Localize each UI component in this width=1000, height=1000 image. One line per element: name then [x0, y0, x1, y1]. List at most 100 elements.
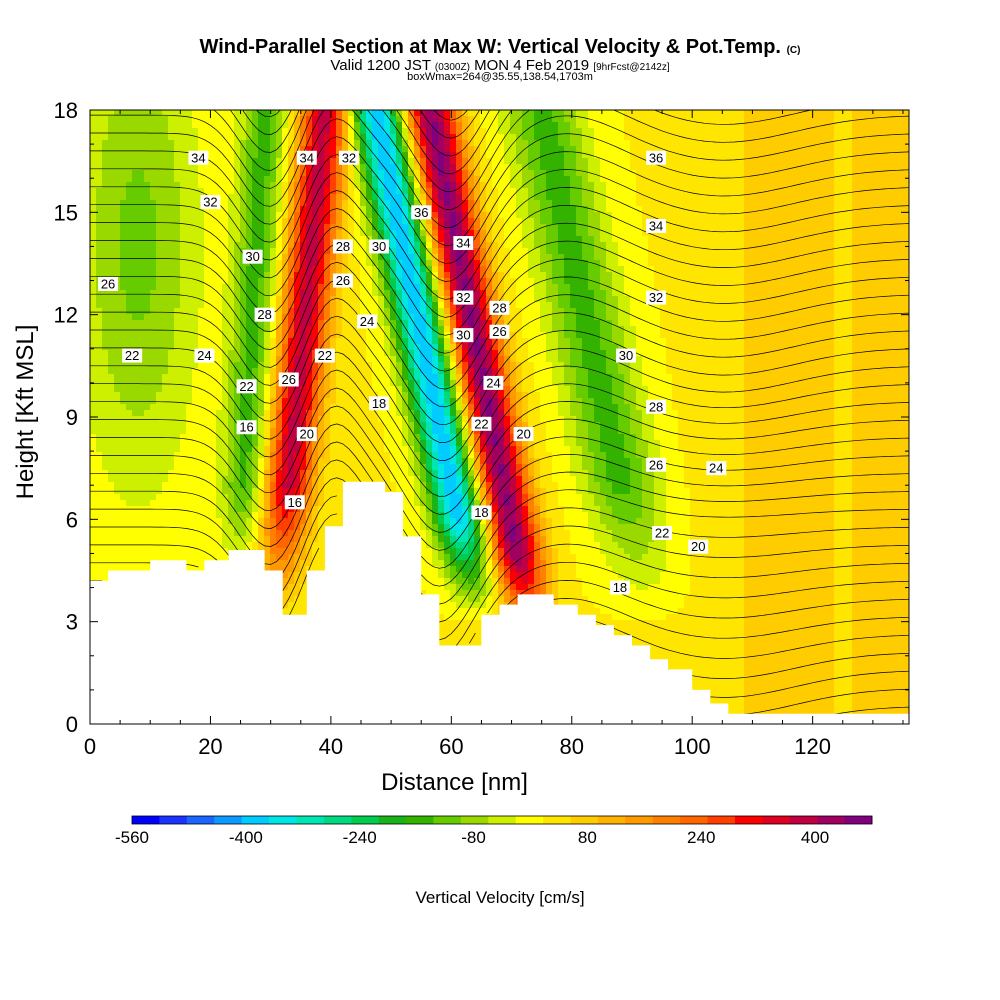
- isentrope-line: [90, 477, 909, 605]
- colorbar-swatch: [433, 816, 462, 824]
- colorbar-swatch: [351, 816, 380, 824]
- isentrope-line: [90, 110, 909, 228]
- colorbar-swatch: [132, 816, 160, 824]
- isentrope-line: [90, 495, 909, 623]
- contour-label: 24: [483, 375, 504, 390]
- y-tick-label: 6: [66, 507, 78, 532]
- colorbar-swatch: [460, 816, 489, 824]
- terrain-mask: [90, 481, 909, 724]
- colorbar-tick-label: -80: [461, 828, 486, 847]
- contour-label: 16: [284, 495, 305, 510]
- colorbar-swatch: [406, 816, 434, 824]
- x-tick-label: 80: [560, 734, 584, 759]
- colorbar-swatch: [597, 816, 626, 824]
- contour-label: 20: [296, 427, 317, 442]
- colorbar-tick-label: 400: [801, 828, 829, 847]
- colorbar-swatch: [488, 816, 517, 824]
- isentrope-line: [90, 315, 909, 444]
- x-tick-label: 40: [319, 734, 343, 759]
- contour-label: 32: [646, 290, 667, 305]
- x-axis-label: Distance [nm]: [381, 769, 528, 796]
- chart-title: Wind-Parallel Section at Max W: Vertical…: [0, 36, 1000, 59]
- isentrope-line: [90, 351, 909, 479]
- colorbar-swatch: [214, 816, 243, 824]
- x-tick-label: 60: [439, 734, 463, 759]
- x-tick-label: 100: [674, 734, 711, 759]
- isentrope-line: [90, 190, 909, 318]
- colorbar-tick-label: -560: [115, 828, 149, 847]
- contour-label: 26: [278, 372, 299, 387]
- x-tick-label: 20: [198, 734, 222, 759]
- isentrope-line: [255, 110, 481, 139]
- contour-label: 22: [471, 416, 492, 431]
- colorbar-tick-label: -240: [343, 828, 377, 847]
- contour-label: 30: [242, 249, 263, 264]
- colorbar-swatch: [707, 816, 736, 824]
- isentrope-line: [90, 405, 909, 533]
- isentrope-line: [242, 110, 491, 157]
- contour-label: 26: [489, 324, 510, 339]
- contour-label: 32: [453, 290, 474, 305]
- isentrope-line: [577, 617, 909, 659]
- contour-label: 16: [236, 420, 257, 435]
- contour-label: 28: [489, 300, 510, 315]
- contour-label: 28: [646, 399, 667, 414]
- contour-label: 20: [513, 427, 534, 442]
- contour-label: 22: [652, 525, 673, 540]
- contour-label: 26: [98, 276, 119, 291]
- chart-subtitle-2: boxWmax=264@35.55,138.54,1703m: [407, 71, 593, 83]
- contour-label: 34: [646, 218, 667, 233]
- contour-label: 28: [254, 307, 275, 322]
- isentrope-line: [90, 261, 909, 390]
- y-tick-label: 18: [54, 98, 78, 123]
- y-axis-label: Height [Kft MSL]: [12, 325, 39, 500]
- colorbar-swatch: [543, 816, 571, 824]
- chart-title-text: Wind-Parallel Section at Max W: Vertical…: [199, 36, 781, 58]
- isentrope-line: [229, 110, 501, 175]
- colorbar-tick-label: -400: [229, 828, 263, 847]
- contour-label: 26: [332, 273, 353, 288]
- contour-label: 24: [357, 314, 378, 329]
- isentrope-line: [505, 580, 909, 619]
- colorbar-swatch: [817, 816, 845, 824]
- x-tick-label: 0: [84, 734, 96, 759]
- contour-label: 24: [706, 461, 727, 476]
- isentrope-line: [433, 110, 469, 121]
- contour-label: 32: [338, 150, 359, 165]
- colorbar-swatch: [652, 816, 681, 824]
- valid-time-b: (0300Z): [434, 62, 470, 73]
- isentrope-line: [90, 513, 909, 641]
- colorbar-label: Vertical Velocity [cm/s]: [415, 888, 585, 907]
- colorbar-swatch: [515, 816, 544, 824]
- colorbar-swatch: [241, 816, 270, 824]
- isentrope-line: [90, 136, 909, 264]
- isentrope-line: [439, 79, 463, 85]
- isentrope-line: [547, 598, 909, 639]
- colorbar-swatch: [378, 816, 407, 824]
- isentrope-line: [90, 226, 909, 354]
- contour-label: 18: [369, 396, 390, 411]
- y-tick-label: 0: [66, 712, 78, 737]
- colorbar-swatch: [570, 816, 599, 824]
- colorbar-swatch: [625, 816, 654, 824]
- colorbar-swatch: [734, 816, 763, 824]
- isentrope-line: [90, 297, 909, 426]
- isentrope-line: [728, 688, 909, 716]
- colorbar-swatch: [762, 816, 791, 824]
- isentrope-line: [90, 387, 909, 515]
- y-tick-label: 15: [54, 200, 78, 225]
- contour-label: 22: [122, 348, 143, 363]
- contour-label: 36: [646, 150, 667, 165]
- isentrope-line: [213, 110, 813, 193]
- contour-label: 28: [332, 239, 353, 254]
- contour-label: 24: [194, 348, 215, 363]
- colorbar-swatch: [186, 816, 215, 824]
- contour-label: 18: [471, 505, 492, 520]
- x-tick-label: 120: [794, 734, 831, 759]
- colorbar-swatch: [269, 816, 297, 824]
- chart-subtitle: Valid 1200 JST (0300Z) MON 4 Feb 2019 [9…: [0, 57, 1000, 74]
- contour-label: 34: [296, 150, 317, 165]
- contour-label: 22: [236, 379, 257, 394]
- contour-label: 20: [688, 539, 709, 554]
